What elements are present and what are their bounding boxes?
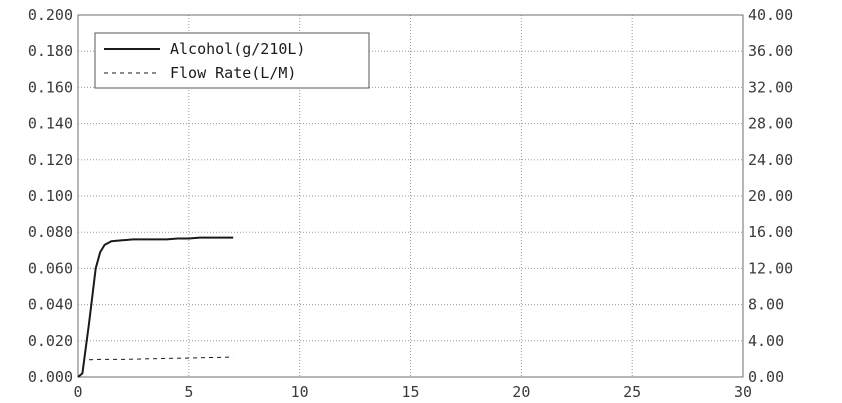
legend: Alcohol(g/210L) Flow Rate(L/M) bbox=[94, 32, 370, 89]
y2-tick-label: 24.00 bbox=[748, 151, 793, 169]
y2-tick-label: 28.00 bbox=[748, 115, 793, 133]
x-tick-label: 20 bbox=[512, 383, 530, 401]
y-tick-label: 0.000 bbox=[28, 368, 73, 386]
legend-label-alcohol: Alcohol(g/210L) bbox=[170, 40, 305, 58]
legend-label-flow-rate: Flow Rate(L/M) bbox=[170, 64, 296, 82]
y2-axis-tick-labels: 0.00 4.00 8.00 12.00 16.00 20.00 24.00 28.00 32.… bbox=[748, 6, 793, 386]
y2-tick-label: 12.00 bbox=[748, 259, 793, 277]
y-axis-tick-labels: 0.000 0.020 0.040 0.060 0.080 0.100 0.120 0.140… bbox=[28, 6, 73, 386]
x-tick-label: 10 bbox=[291, 383, 309, 401]
y2-tick-label: 20.00 bbox=[748, 187, 793, 205]
x-tick-label: 0 bbox=[73, 383, 82, 401]
y2-tick-label: 0.00 bbox=[748, 368, 784, 386]
y-tick-label: 0.080 bbox=[28, 223, 73, 241]
x-tick-label: 15 bbox=[401, 383, 419, 401]
x-axis-tick-labels: 0 5 10 15 20 25 30 bbox=[73, 383, 752, 401]
x-tick-label: 30 bbox=[734, 383, 752, 401]
legend-box bbox=[94, 32, 370, 89]
y-tick-label: 0.020 bbox=[28, 332, 73, 350]
y-tick-label: 0.200 bbox=[28, 6, 73, 24]
plot-area-frame bbox=[77, 14, 744, 378]
y-tick-label: 0.160 bbox=[28, 78, 73, 96]
y-tick-label: 0.040 bbox=[28, 296, 73, 314]
y2-tick-label: 8.00 bbox=[748, 296, 784, 314]
x-tick-label: 25 bbox=[623, 383, 641, 401]
y-tick-label: 0.140 bbox=[28, 115, 73, 133]
y-tick-label: 0.060 bbox=[28, 259, 73, 277]
y2-tick-label: 32.00 bbox=[748, 78, 793, 96]
series-line-flow-rate bbox=[89, 356, 234, 361]
y-tick-label: 0.100 bbox=[28, 187, 73, 205]
x-tick-label: 5 bbox=[184, 383, 193, 401]
series-lines bbox=[77, 236, 234, 378]
y-tick-label: 0.120 bbox=[28, 151, 73, 169]
y2-tick-label: 36.00 bbox=[748, 42, 793, 60]
y2-tick-label: 4.00 bbox=[748, 332, 784, 350]
series-line-alcohol bbox=[77, 236, 234, 378]
y-tick-label: 0.180 bbox=[28, 42, 73, 60]
y2-tick-label: 40.00 bbox=[748, 6, 793, 24]
y2-tick-label: 16.00 bbox=[748, 223, 793, 241]
